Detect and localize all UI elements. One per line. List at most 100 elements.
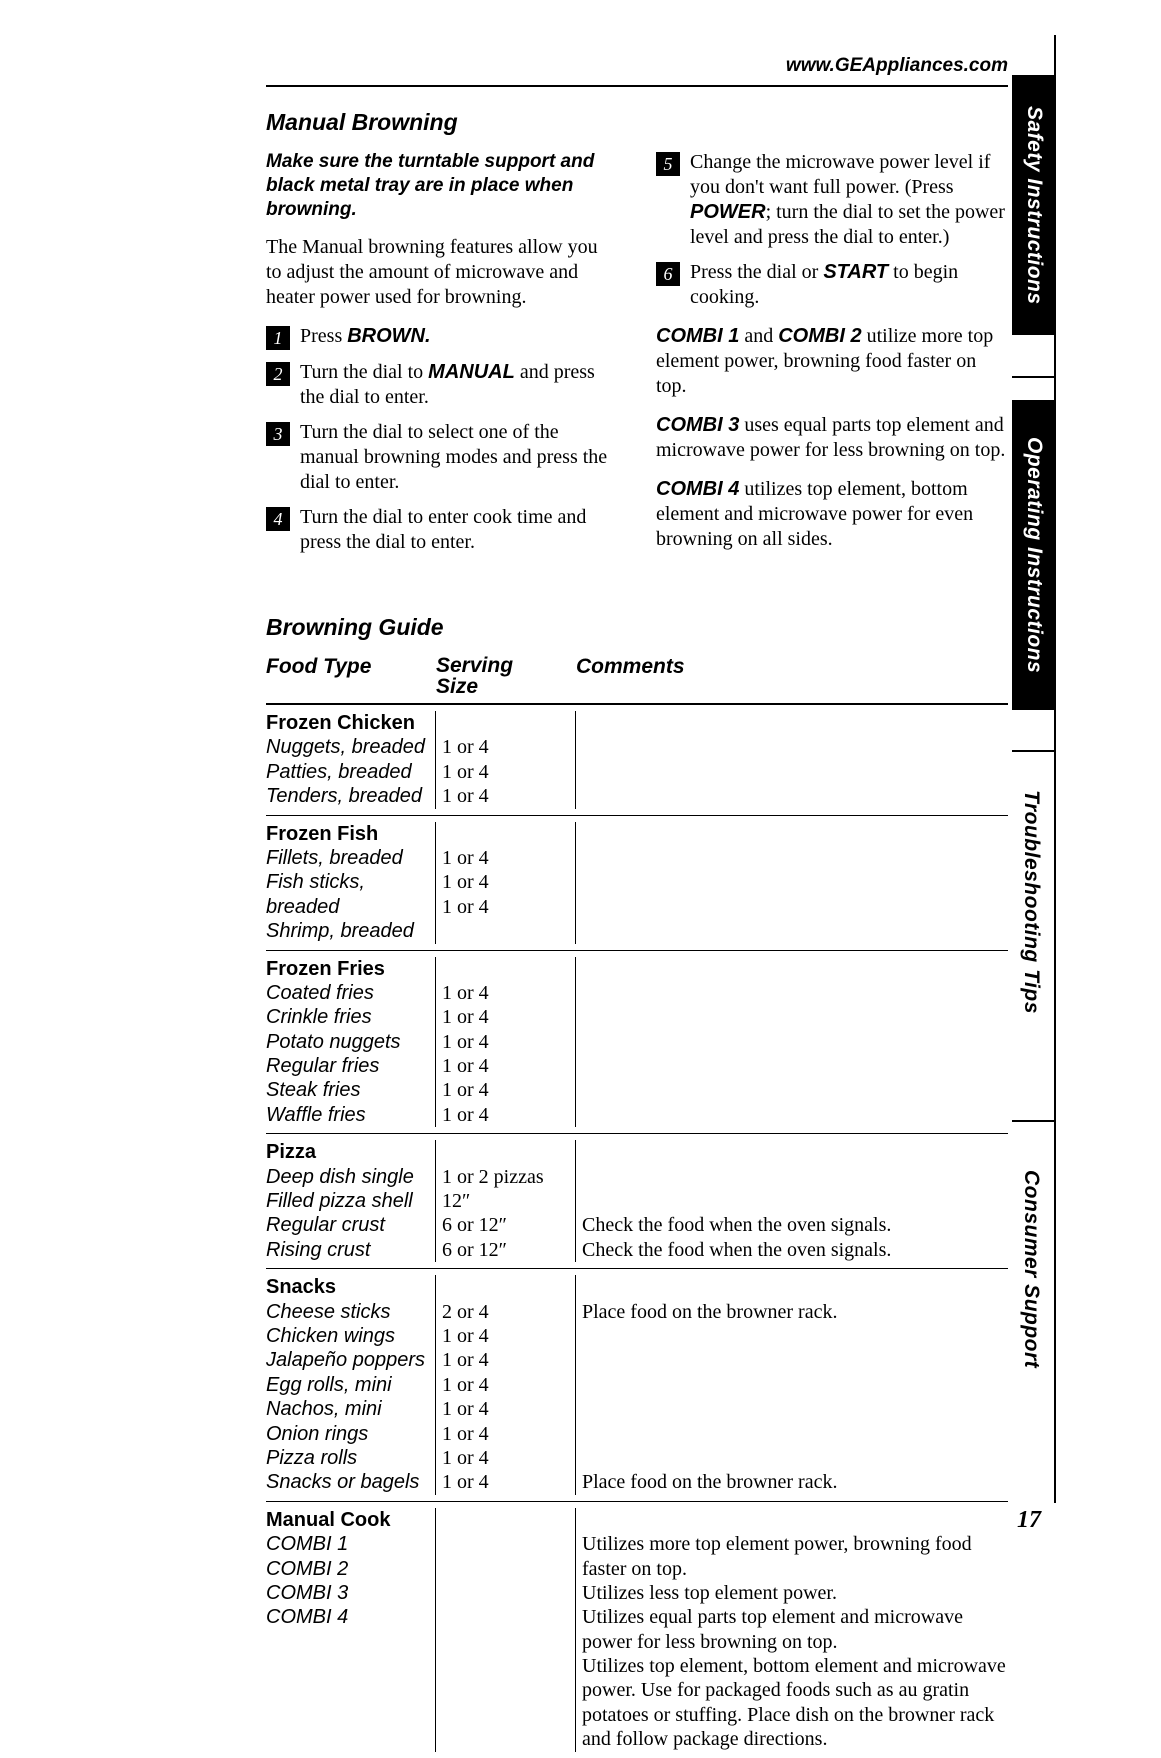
side-rule	[1012, 1120, 1056, 1122]
guide-comment	[582, 784, 1008, 808]
combi-3: COMBI 3 uses equal parts top element and…	[656, 413, 1008, 463]
guide-group: PizzaDeep dish singleFilled pizza shellR…	[266, 1134, 1008, 1269]
guide-item: Fillets, breaded	[266, 846, 429, 870]
page-number: 17	[1017, 1507, 1041, 1534]
guide-category: Snacks	[266, 1275, 429, 1299]
guide-comment: Check the food when the oven signals.	[582, 1238, 1008, 1262]
combi-1-label: COMBI 1	[656, 325, 739, 347]
guide-item: Regular crust	[266, 1213, 429, 1237]
guide-size-col: 1 or 41 or 41 or 41 or 41 or 41 or 4	[436, 957, 576, 1128]
step-2-b: MANUAL	[428, 361, 515, 383]
guide-item: COMBI 2	[266, 1557, 429, 1581]
guide-comment	[582, 981, 1008, 1005]
step-5-a: Change the microwave power level if you …	[690, 151, 990, 198]
guide-size: 1 or 4	[442, 1324, 569, 1348]
guide-comment: Check the food when the oven signals.	[582, 1213, 1008, 1237]
guide-comment-col: Check the food when the oven signals.Che…	[576, 1140, 1008, 1262]
guide-comment-col: Place food on the browner rack. Place fo…	[576, 1275, 1008, 1495]
guide-group: SnacksCheese sticksChicken wingsJalapeño…	[266, 1269, 1008, 1502]
guide-comment	[582, 870, 1008, 894]
browning-intro: The Manual browning features allow you t…	[266, 235, 618, 310]
step-4: 4 Turn the dial to enter cook time and p…	[266, 505, 618, 555]
step-6-a: Press the dial or	[690, 261, 823, 283]
step-1-a: Press	[300, 325, 347, 347]
step-num-icon: 3	[266, 422, 290, 446]
guide-comment	[582, 1165, 1008, 1189]
guide-item: Onion rings	[266, 1422, 429, 1446]
col-head-size-1: Serving	[436, 655, 576, 676]
guide-item: Patties, breaded	[266, 760, 429, 784]
col-head-size-2: Size	[436, 676, 576, 697]
guide-item: Shrimp, breaded	[266, 919, 429, 943]
browning-guide: Browning Guide Food Type Serving Size Co…	[266, 614, 1008, 1758]
step-6-text: Press the dial or START to begin cooking…	[690, 260, 1008, 310]
guide-comment	[582, 1397, 1008, 1421]
guide-size-col: 1 or 41 or 41 or 4	[436, 711, 576, 809]
guide-item: Crinkle fries	[266, 1005, 429, 1029]
guide-item: Rising crust	[266, 1238, 429, 1262]
step-num-icon: 5	[656, 152, 680, 176]
guide-comment: Place food on the browner rack.	[582, 1300, 1008, 1324]
guide-food-col: PizzaDeep dish singleFilled pizza shellR…	[266, 1140, 436, 1262]
combi-4: COMBI 4 utilizes top element, bottom ele…	[656, 477, 1008, 552]
guide-comment	[582, 1189, 1008, 1213]
guide-size: 1 or 4	[442, 735, 569, 759]
col-right: 5 Change the microwave power level if yo…	[656, 150, 1008, 566]
guide-item: Nuggets, breaded	[266, 735, 429, 759]
step-5: 5 Change the microwave power level if yo…	[656, 150, 1008, 250]
guide-item: Coated fries	[266, 981, 429, 1005]
guide-comment	[582, 895, 1008, 919]
col-head-size: Serving Size	[436, 655, 576, 697]
guide-group: Manual CookCOMBI 1COMBI 2COMBI 3COMBI 4 …	[266, 1502, 1008, 1758]
guide-comment-col: Utilizes more top element power, brownin…	[576, 1508, 1008, 1752]
guide-size: 1 or 4	[442, 1054, 569, 1078]
guide-size-col: 2 or 41 or 41 or 41 or 41 or 41 or 41 or…	[436, 1275, 576, 1495]
col-head-food: Food Type	[266, 655, 436, 697]
guide-item: COMBI 4	[266, 1605, 429, 1629]
step-num-icon: 2	[266, 362, 290, 386]
guide-item: Filled pizza shell	[266, 1189, 429, 1213]
browning-guide-title: Browning Guide	[266, 614, 1008, 641]
side-rule	[1012, 750, 1056, 752]
guide-comment-col	[576, 822, 1008, 944]
guide-size: 1 or 2 pizzas	[442, 1165, 569, 1189]
guide-item: Jalapeño poppers	[266, 1348, 429, 1372]
guide-comment	[582, 1103, 1008, 1127]
guide-size-col: 1 or 2 pizzas12″6 or 12″6 or 12″	[436, 1140, 576, 1262]
guide-size: 1 or 4	[442, 1005, 569, 1029]
page-content: www.GEAppliances.com Manual Browning Mak…	[0, 0, 1012, 1574]
guide-item: COMBI 3	[266, 1581, 429, 1605]
guide-food-col: Frozen FriesCoated friesCrinkle friesPot…	[266, 957, 436, 1128]
step-6-b: START	[823, 261, 888, 283]
guide-size: 6 or 12″	[442, 1213, 569, 1237]
guide-size: 12″	[442, 1189, 569, 1213]
browning-note: Make sure the turntable support and blac…	[266, 150, 618, 221]
guide-comment	[582, 1030, 1008, 1054]
guide-comment	[582, 1324, 1008, 1348]
side-rule	[1012, 376, 1056, 378]
side-tabs: Safety Instructions Operating Instructio…	[1012, 0, 1056, 1500]
tab-safety: Safety Instructions	[1012, 75, 1056, 335]
step-1: 1 Press BROWN.	[266, 324, 618, 350]
guide-size: 1 or 4	[442, 1470, 569, 1494]
guide-comment-col	[576, 711, 1008, 809]
step-1-b: BROWN.	[347, 325, 430, 347]
guide-comment	[582, 1054, 1008, 1078]
combi-12: COMBI 1 and COMBI 2 utilize more top ele…	[656, 324, 1008, 399]
guide-item: Fish sticks, breaded	[266, 870, 429, 919]
guide-comment: Place food on the browner rack.	[582, 1470, 1008, 1494]
step-2-text: Turn the dial to MANUAL and press the di…	[300, 360, 618, 410]
guide-comment	[582, 846, 1008, 870]
guide-size	[442, 1532, 569, 1556]
guide-size: 1 or 4	[442, 1446, 569, 1470]
guide-size	[442, 1605, 569, 1629]
manual-browning-title: Manual Browning	[266, 109, 1012, 136]
guide-size: 1 or 4	[442, 1030, 569, 1054]
guide-item: Regular fries	[266, 1054, 429, 1078]
header-url: www.GEAppliances.com	[266, 55, 1008, 77]
guide-comment	[582, 735, 1008, 759]
guide-item: Cheese sticks	[266, 1300, 429, 1324]
step-3-text: Turn the dial to select one of the manua…	[300, 420, 618, 495]
guide-category: Frozen Fish	[266, 822, 429, 846]
guide-food-col: Frozen FishFillets, breadedFish sticks, …	[266, 822, 436, 944]
